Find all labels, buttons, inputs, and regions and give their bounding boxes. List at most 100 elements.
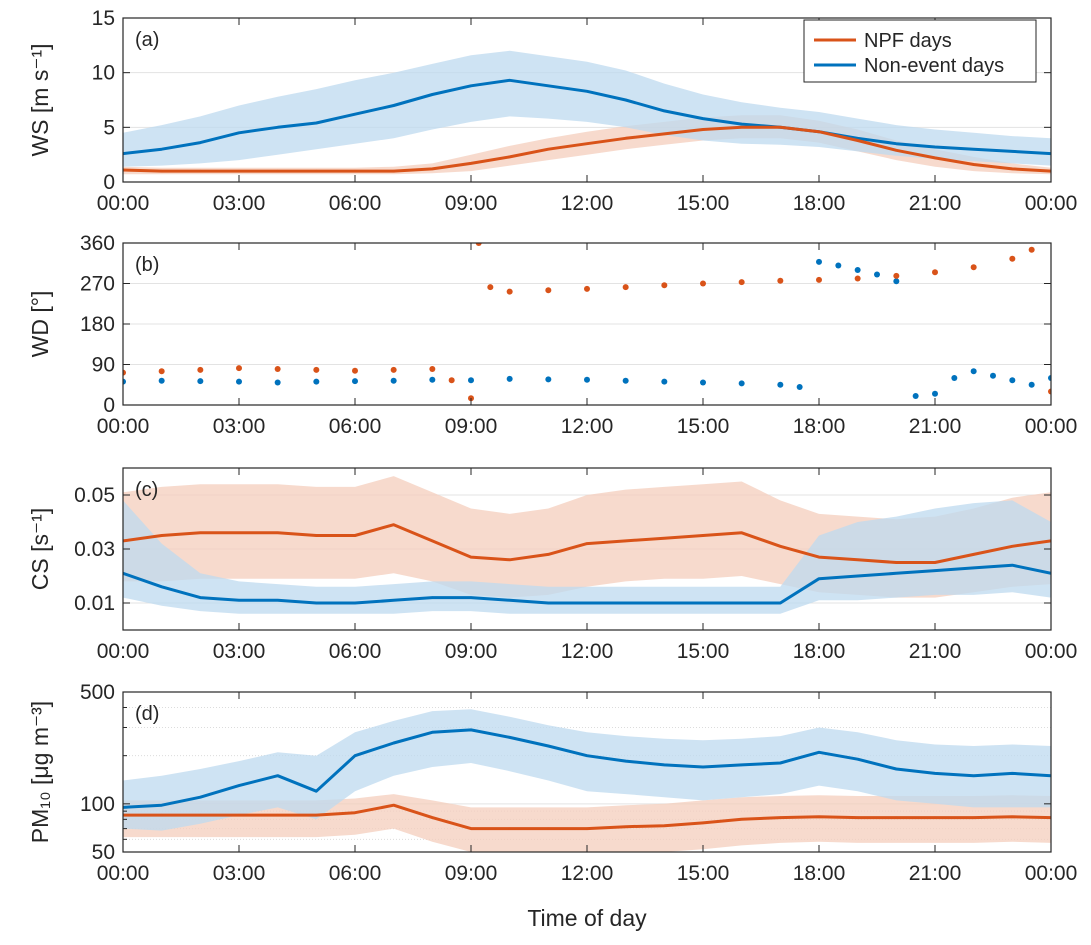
x-tick-label: 06:00 bbox=[329, 862, 382, 885]
y-tick-label: 0.05 bbox=[74, 484, 115, 507]
data-point bbox=[547, 827, 550, 830]
data-point bbox=[199, 531, 202, 534]
scatter-point-nonevent bbox=[874, 271, 880, 278]
scatter-point-nonevent bbox=[236, 378, 242, 385]
data-point bbox=[547, 553, 550, 556]
panel-2: 0 90 180 270 360 00:00 03:00 06:00 09:00 12:00 15:… bbox=[27, 232, 1077, 438]
data-point bbox=[817, 751, 821, 754]
data-point bbox=[624, 539, 627, 543]
data-point bbox=[585, 827, 589, 830]
data-point bbox=[199, 169, 202, 173]
data-point bbox=[276, 599, 279, 602]
data-point bbox=[160, 804, 163, 807]
data-point bbox=[856, 558, 859, 561]
scatter-point-nonevent bbox=[197, 378, 204, 385]
y-axis-label: WD [°] bbox=[27, 291, 53, 358]
x-tick-label: 18:00 bbox=[793, 862, 846, 885]
data-point bbox=[508, 827, 511, 830]
data-point bbox=[856, 816, 859, 819]
x-tick-label: 12:00 bbox=[561, 862, 614, 885]
data-point bbox=[701, 117, 705, 120]
panels: 0 5 10 15 00:00 03:00 06:00 09:00 12:00 15:00 18:0… bbox=[27, 7, 1077, 885]
y-tick-label: 180 bbox=[80, 313, 115, 336]
scatter-point-npf bbox=[475, 243, 482, 246]
data-point bbox=[740, 531, 743, 534]
y-tick-label: 0.01 bbox=[74, 592, 115, 615]
data-point bbox=[276, 169, 279, 173]
data-point bbox=[1011, 545, 1014, 548]
scatter-point-npf bbox=[854, 275, 861, 282]
y-tick-label: 360 bbox=[80, 232, 115, 255]
data-point bbox=[663, 109, 666, 113]
data-point bbox=[237, 813, 241, 817]
scatter-point-npf bbox=[236, 365, 242, 372]
scatter-point-nonevent bbox=[951, 375, 958, 381]
data-point bbox=[972, 816, 975, 819]
scatter-point-nonevent bbox=[1028, 381, 1035, 388]
data-point bbox=[237, 131, 241, 134]
data-point bbox=[353, 169, 357, 173]
legend-box bbox=[803, 19, 1037, 83]
data-point bbox=[585, 542, 589, 545]
scatter-point-nonevent bbox=[932, 390, 938, 397]
scatter-point-npf bbox=[816, 276, 822, 283]
data-point bbox=[972, 553, 975, 556]
data-point bbox=[160, 585, 163, 588]
x-tick-label: 09:00 bbox=[445, 192, 498, 215]
scatter-point-npf bbox=[545, 287, 552, 294]
data-point bbox=[431, 167, 434, 171]
data-point bbox=[895, 561, 898, 564]
data-point bbox=[392, 523, 395, 526]
scatter-point-nonevent bbox=[912, 393, 919, 399]
x-tick-label: 21:00 bbox=[909, 640, 962, 663]
scatter-point-nonevent bbox=[893, 278, 900, 285]
x-axis-label: Time of day bbox=[527, 905, 647, 931]
data-point bbox=[431, 539, 434, 543]
panel-label: (b) bbox=[135, 254, 159, 276]
data-point bbox=[237, 784, 241, 787]
scatter-point-npf bbox=[970, 264, 977, 271]
scatter-point-nonevent bbox=[1048, 375, 1051, 381]
data-point bbox=[585, 601, 589, 605]
scatter-point-npf bbox=[274, 366, 281, 372]
panel-3: 0.01 0.03 0.05 00:00 03:00 06:00 09:00 12:00 15:… bbox=[27, 467, 1077, 663]
band-nonevent bbox=[123, 500, 1051, 614]
data-point bbox=[160, 148, 163, 151]
data-point bbox=[740, 126, 743, 129]
y-tick-label: 100 bbox=[80, 793, 115, 816]
data-point bbox=[817, 815, 821, 818]
data-point bbox=[740, 601, 743, 605]
scatter-point-npf bbox=[661, 282, 668, 289]
x-tick-label: 00:00 bbox=[97, 640, 150, 663]
x-tick-label: 15:00 bbox=[677, 640, 730, 663]
scatter-point-npf bbox=[1028, 246, 1035, 253]
scatter-point-nonevent bbox=[352, 378, 358, 385]
data-point bbox=[972, 774, 975, 777]
x-tick-label: 00:00 bbox=[1025, 415, 1078, 438]
scatter-point-nonevent bbox=[661, 378, 668, 385]
scatter-point-npf bbox=[313, 366, 320, 373]
data-point bbox=[895, 572, 898, 575]
legend-entry: NPF days bbox=[864, 30, 952, 52]
scatter-point-npf bbox=[622, 284, 629, 291]
data-point bbox=[315, 534, 318, 537]
x-tick-label: 03:00 bbox=[213, 415, 266, 438]
scatter-point-nonevent bbox=[468, 377, 474, 384]
data-point bbox=[508, 558, 511, 561]
scatter-point-nonevent bbox=[545, 376, 552, 383]
data-point bbox=[779, 816, 782, 819]
data-point bbox=[353, 811, 357, 814]
data-point bbox=[972, 163, 975, 166]
scatter-point-npf bbox=[1048, 388, 1051, 395]
data-point bbox=[933, 772, 937, 775]
panel-4: 50 100 500 00:00 03:00 06:00 09:00 12:00 15:00 18… bbox=[27, 681, 1077, 885]
data-point bbox=[624, 98, 627, 102]
scatter-point-npf bbox=[429, 366, 436, 372]
y-axis-label: WS [m s⁻¹] bbox=[27, 43, 53, 156]
x-tick-label: 15:00 bbox=[677, 415, 730, 438]
data-point bbox=[701, 534, 705, 537]
data-point bbox=[740, 122, 743, 126]
data-point bbox=[199, 141, 202, 144]
data-point bbox=[469, 84, 473, 87]
